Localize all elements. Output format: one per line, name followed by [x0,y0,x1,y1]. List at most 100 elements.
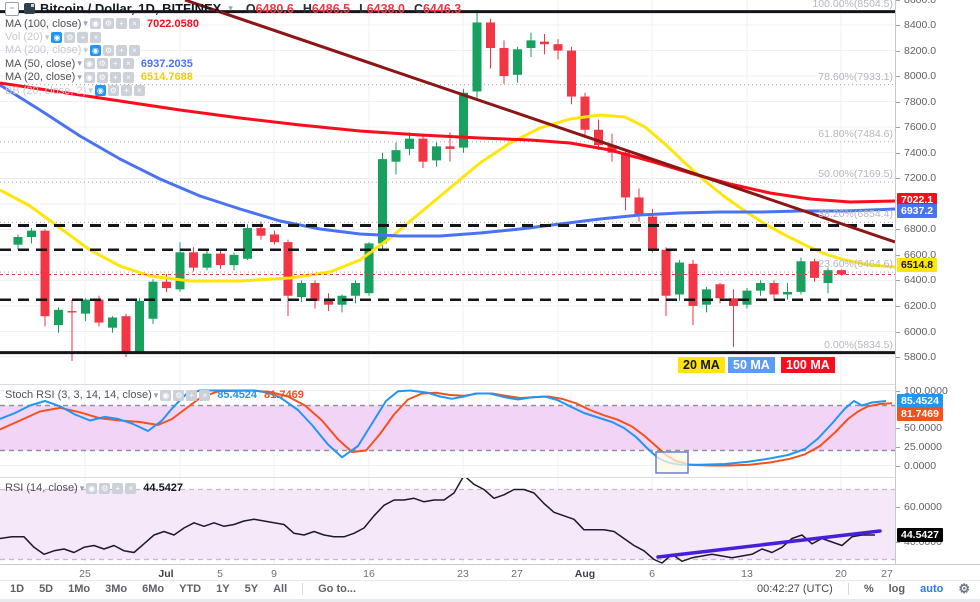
chevron-down-icon[interactable]: ▾ [83,44,88,55]
goto-button[interactable]: Go to... [318,583,357,595]
fib-level-label: 38.20%(6854.4) [818,208,893,221]
price-axis[interactable]: 8600.0 8400.0 8200.0 8000.0 7800.0 7600.0 7400… [895,0,980,564]
close-icon[interactable]: × [128,44,140,56]
indicator-row-4[interactable]: MA (20, close) ▾ ◉ ⚙ + × 6514.7688 [5,71,199,84]
eye-icon[interactable]: ◉ [160,390,172,401]
range-button-6mo[interactable]: 6Mo [142,583,165,595]
indicator-value: 7022.0580 [146,17,199,30]
bottom-toolbar: 1D 5D 1Mo 3Mo 6Mo YTD 1Y 5Y All Go to... 00:42:27… [0,580,980,599]
eye-icon[interactable]: ◉ [83,71,95,83]
range-button-1mo[interactable]: 1Mo [68,583,91,595]
gear-icon[interactable]: ⚙ [107,85,119,97]
chevron-down-icon[interactable]: ▾ [153,389,159,400]
stoch-rsi-header: Stoch RSI (3, 3, 14, 14, close) ▾ ◉ ⚙ + × 8… [5,389,304,401]
close-icon[interactable]: × [90,31,102,43]
range-button-5d[interactable]: 5D [39,583,54,595]
toolbar-right: 00:42:27 (UTC) % log auto ⚙ [757,581,970,596]
plus-icon[interactable]: + [112,483,124,494]
ohlc-C: C6446.3 [413,1,462,16]
eye-icon[interactable]: ◉ [51,31,63,43]
indicator-row-0[interactable]: MA (100, close) ▾ ◉ ⚙ + × 7022.0580 [5,17,199,30]
chevron-down-icon[interactable]: ▾ [83,18,88,29]
stoch-k-line [0,389,887,466]
fib-level-label: 50.00%(7169.5) [818,168,893,181]
ma-key-badge[interactable]: 50 MA [728,357,775,373]
time-tick-label: 13 [741,568,753,580]
log-scale-button[interactable]: log [888,583,906,595]
time-axis[interactable]: 25 Jul 5 9 16 23 27 Aug 6 13 20 27 [0,564,980,582]
eye-icon[interactable]: ◉ [83,58,95,70]
gear-icon[interactable]: ⚙ [173,390,185,401]
symbol-title[interactable]: Bitcoin / Dollar, 1D, BITFINEX [40,1,222,16]
time-tick-label: 25 [79,568,91,580]
eye-icon[interactable]: ◉ [94,85,106,97]
plus-icon[interactable]: + [186,390,198,401]
plus-icon[interactable]: + [109,58,121,70]
close-icon[interactable]: × [133,85,145,97]
gear-icon[interactable]: ⚙ [102,44,114,56]
range-button-1d[interactable]: 1D [10,583,25,595]
stoch-rsi-pane[interactable] [0,384,895,478]
chevron-down-icon[interactable]: ▾ [44,31,50,42]
range-button-all[interactable]: All [273,583,288,595]
stoch-tick-label: 0.0000 [895,459,937,472]
chevron-down-icon[interactable]: ▾ [77,58,82,69]
indicator-row-2[interactable]: MA (200, close) ▾ ◉ ⚙ + × [5,44,199,57]
eye-icon[interactable]: ◉ [89,44,101,56]
chevron-down-icon[interactable]: ▾ [228,3,233,13]
gear-icon[interactable]: ⚙ [102,18,114,30]
time-tick-label: 20 [835,568,847,580]
collapse-icon[interactable]: − [5,1,19,16]
rsi-badge: 44.5427 [897,528,943,542]
close-icon[interactable]: × [128,18,140,30]
indicator-row-3[interactable]: MA (50, close) ▾ ◉ ⚙ + × 6937.2035 [5,57,199,70]
eye-icon[interactable]: ◉ [86,483,98,494]
plus-icon[interactable]: + [115,18,127,30]
gear-icon[interactable]: ⚙ [96,71,108,83]
plus-icon[interactable]: + [115,44,127,56]
range-button-5y[interactable]: 5Y [244,583,259,595]
stoch-tick-label: 100.0000 [896,384,948,397]
main-price-pane[interactable] [0,0,895,384]
gear-icon[interactable]: ⚙ [99,483,111,494]
stoch-highlight-box[interactable] [655,451,689,474]
gear-icon[interactable]: ⚙ [958,581,970,596]
close-icon[interactable]: × [199,390,211,401]
close-icon[interactable]: × [125,483,137,494]
rsi-label[interactable]: RSI (14, close) [5,482,78,494]
range-button-ytd[interactable]: YTD [179,583,202,595]
ma-key-badge[interactable]: 20 MA [678,357,725,373]
percent-scale-button[interactable]: % [863,583,874,595]
chart-thumbnail-icon[interactable] [24,3,35,14]
stoch-rsi-label[interactable]: Stoch RSI (3, 3, 14, 14, close) [5,389,152,401]
stoch-k-badge: 85.4524 [897,394,943,408]
indicator-label: Vol (20) [5,31,43,44]
fib-level-label: 100.00%(8504.5) [812,0,893,10]
eye-icon[interactable]: ◉ [89,18,101,30]
auto-scale-button[interactable]: auto [920,583,944,595]
indicator-row-5[interactable]: BB (20, close, 2) ▾ ◉ ⚙ + × [5,84,199,97]
close-icon[interactable]: × [122,58,134,70]
plus-icon[interactable]: + [109,71,121,83]
close-icon[interactable]: × [122,71,134,83]
chevron-down-icon[interactable]: ▾ [77,71,82,82]
descending-trendline[interactable] [184,0,895,244]
gear-icon[interactable]: ⚙ [96,58,108,70]
support-resistance-lines[interactable] [0,224,895,301]
candles [13,12,846,361]
range-button-1y[interactable]: 1Y [216,583,230,595]
plus-icon[interactable]: + [77,31,89,43]
ma-key-badge[interactable]: 100 MA [781,357,835,373]
rsi-pane[interactable] [0,477,895,565]
price-tick-label: 5800.0 [895,351,937,364]
plus-icon[interactable]: + [120,85,132,97]
gear-icon[interactable]: ⚙ [64,31,76,43]
rsi-trendline[interactable] [656,529,882,559]
chevron-down-icon[interactable]: ▾ [88,85,93,96]
time-tick-label: Aug [574,568,596,580]
indicator-row-1[interactable]: Vol (20) ▾ ◉ ⚙ + × [5,30,199,43]
chevron-down-icon[interactable]: ▾ [79,482,85,493]
price-tick-label: 6200.0 [895,299,937,312]
range-button-3mo[interactable]: 3Mo [105,583,128,595]
price-tick-label: 7200.0 [895,172,937,185]
